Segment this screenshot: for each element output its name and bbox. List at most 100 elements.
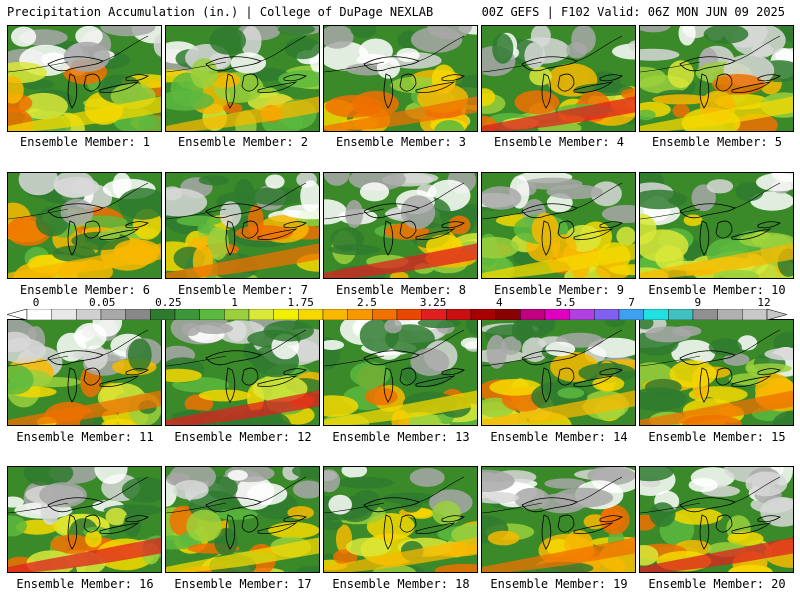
ensemble-map-10	[639, 172, 794, 279]
colorbar-swatch	[569, 309, 595, 320]
colorbar-swatch	[643, 309, 669, 320]
ensemble-map-12	[165, 319, 320, 426]
ensemble-map-14	[481, 319, 636, 426]
ensemble-member-label: Ensemble Member: 16	[16, 577, 154, 591]
precip-field	[166, 467, 319, 572]
precip-field	[640, 320, 793, 425]
colorbar-swatch	[76, 309, 102, 320]
precip-field	[8, 173, 161, 278]
ensemble-member-label: Ensemble Member: 11	[16, 430, 154, 444]
colorbar-max-arrow	[766, 309, 787, 320]
precip-field	[482, 320, 635, 425]
ensemble-member-label: Ensemble Member: 5	[651, 135, 783, 149]
ensemble-map-1	[7, 25, 162, 132]
ensemble-member-label: Ensemble Member: 20	[648, 577, 786, 591]
colorbar-swatch	[347, 309, 373, 320]
colorbar-tick-label: 5.5	[555, 296, 576, 309]
colorbar-min-arrow	[7, 309, 28, 320]
precip-field	[8, 320, 161, 425]
colorbar-tick-label: 0.25	[155, 296, 182, 309]
ensemble-member-label: Ensemble Member: 10	[648, 283, 786, 297]
colorbar-tick-label: 7	[628, 296, 635, 309]
ensemble-map-7	[165, 172, 320, 279]
precip-field	[482, 173, 635, 278]
ensemble-member-label: Ensemble Member: 15	[648, 430, 786, 444]
colorbar-swatch	[618, 309, 644, 320]
precip-field	[8, 467, 161, 572]
colorbar-tick-label: 0	[32, 296, 40, 309]
colorbar-swatch	[51, 309, 77, 320]
colorbar-tick-label: 2.5	[356, 296, 377, 309]
colorbar-swatch	[322, 309, 348, 320]
colorbar-swatch	[495, 309, 521, 320]
ensemble-member-label: Ensemble Member: 6	[19, 283, 151, 297]
colorbar-swatch	[446, 309, 472, 320]
ensemble-map-16	[7, 466, 162, 573]
precip-field	[640, 26, 793, 131]
colorbar-swatch	[692, 309, 718, 320]
colorbar-swatch	[717, 309, 743, 320]
colorbar-swatch	[100, 309, 126, 320]
ensemble-map-4	[481, 25, 636, 132]
colorbar-tick-label: 9	[694, 296, 702, 309]
precip-field	[640, 173, 793, 278]
precip-field	[166, 320, 319, 425]
colorbar-swatch	[298, 309, 324, 320]
ensemble-member-label: Ensemble Member: 19	[490, 577, 628, 591]
precip-field	[324, 467, 477, 572]
ensemble-map-15	[639, 319, 794, 426]
precip-field	[166, 173, 319, 278]
ensemble-member-label: Ensemble Member: 2	[177, 135, 309, 149]
ensemble-map-5	[639, 25, 794, 132]
precip-field	[324, 173, 477, 278]
ensemble-member-label: Ensemble Member: 17	[174, 577, 312, 591]
precip-field	[482, 467, 635, 572]
ensemble-map-3	[323, 25, 478, 132]
colorbar-tick-label: 0.05	[88, 296, 116, 309]
precip-field	[8, 26, 161, 131]
ensemble-member-label: Ensemble Member: 9	[493, 283, 625, 297]
ensemble-map-6	[7, 172, 162, 279]
ensemble-member-label: Ensemble Member: 7	[177, 283, 309, 297]
ensemble-map-8	[323, 172, 478, 279]
colorbar-tick-label: 1.75	[287, 296, 314, 309]
ensemble-member-label: Ensemble Member: 14	[490, 430, 628, 444]
ensemble-map-11	[7, 319, 162, 426]
map-title: Precipitation Accumulation (in.) | Colle…	[7, 5, 434, 19]
precip-field	[166, 26, 319, 131]
ensemble-map-20	[639, 466, 794, 573]
colorbar-swatch	[224, 309, 250, 320]
colorbar-swatch	[125, 309, 151, 320]
colorbar-swatch	[174, 309, 200, 320]
ensemble-map-9	[481, 172, 636, 279]
colorbar-swatch	[372, 309, 398, 320]
precip-colorbar	[7, 309, 787, 320]
ensemble-member-label: Ensemble Member: 1	[19, 135, 151, 149]
colorbar-swatch	[199, 309, 225, 320]
colorbar-swatch	[594, 309, 620, 320]
colorbar-tick-label: 4	[495, 296, 503, 309]
colorbar-swatch	[470, 309, 496, 320]
colorbar-swatch	[273, 309, 299, 320]
ensemble-map-13	[323, 319, 478, 426]
precip-field	[324, 320, 477, 425]
colorbar-swatch	[668, 309, 694, 320]
ensemble-member-label: Ensemble Member: 18	[332, 577, 470, 591]
ensemble-member-label: Ensemble Member: 4	[493, 135, 625, 149]
colorbar-swatch	[26, 309, 52, 320]
precip-field	[324, 26, 477, 131]
ensemble-member-label: Ensemble Member: 8	[335, 283, 467, 297]
colorbar-swatch	[520, 309, 546, 320]
ensemble-map-2	[165, 25, 320, 132]
colorbar-swatch	[742, 309, 768, 320]
run-info: 00Z GEFS | F102 Valid: 06Z MON JUN 09 20…	[481, 5, 785, 19]
colorbar-swatch	[421, 309, 447, 320]
colorbar-swatch	[396, 309, 422, 320]
ensemble-map-19	[481, 466, 636, 573]
colorbar-swatch	[544, 309, 570, 320]
colorbar-swatch	[248, 309, 274, 320]
ensemble-member-label: Ensemble Member: 12	[174, 430, 312, 444]
precip-field	[482, 26, 635, 131]
ensemble-map-18	[323, 466, 478, 573]
colorbar-tick-label: 12	[757, 296, 771, 309]
